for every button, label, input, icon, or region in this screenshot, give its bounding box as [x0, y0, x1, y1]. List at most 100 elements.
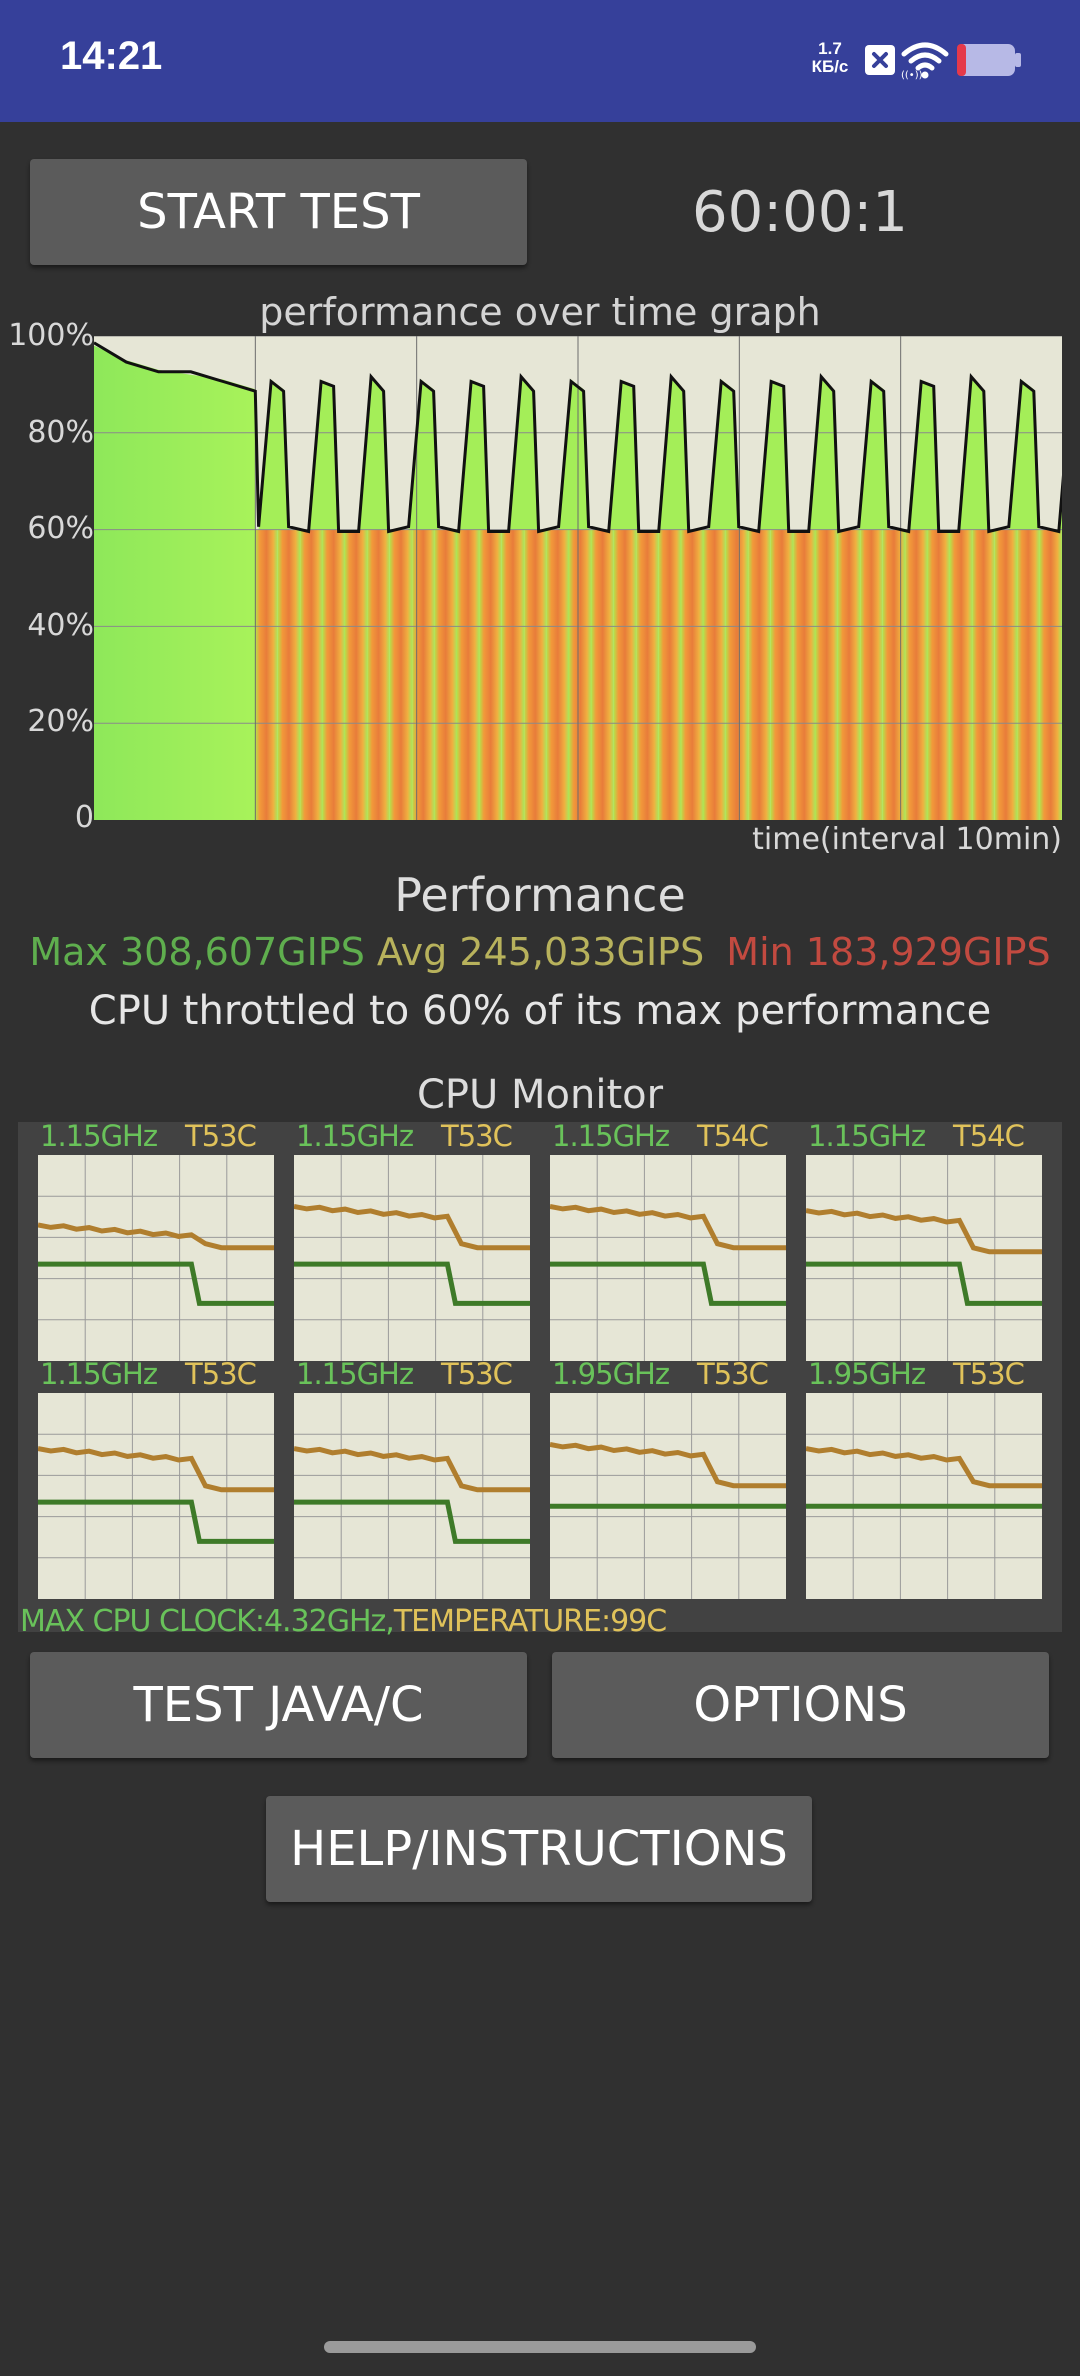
core-temperature: T53C	[953, 1357, 1025, 1391]
core-temperature: T53C	[441, 1119, 513, 1153]
max-performance: Max 308,607GIPS	[29, 930, 365, 974]
min-performance: Min 183,929GIPS	[726, 930, 1051, 974]
throttle-band	[501, 529, 525, 820]
core-graph	[38, 1393, 274, 1599]
throttle-band	[770, 529, 794, 820]
throttle-band	[681, 529, 704, 820]
pulse-peak-area	[558, 379, 589, 530]
core-frequency-line	[806, 1261, 1042, 1306]
performance-chart	[94, 336, 1062, 820]
y-tick-label: 100%	[8, 318, 94, 353]
core-temperature: T53C	[185, 1357, 257, 1391]
core-temperature: T53C	[697, 1357, 769, 1391]
throttle-band	[412, 529, 435, 820]
throttle-band	[860, 529, 883, 820]
performance-stats: Max 308,607GIPS Avg 245,033GIPS Min 183,…	[0, 930, 1080, 974]
svg-text:((•)): ((•))	[901, 70, 923, 80]
core-frequency-line	[294, 1261, 530, 1306]
y-tick-label: 0	[74, 800, 94, 835]
throttle-band	[277, 529, 301, 820]
pulse-peak-area	[658, 379, 689, 530]
core-temperature: T54C	[953, 1119, 1025, 1153]
core-graph	[550, 1393, 786, 1599]
status-time: 14:21	[60, 34, 163, 78]
pulse-peak-area	[858, 379, 889, 530]
throttle-band	[994, 529, 1018, 820]
gesture-navigation-bar[interactable]	[324, 2341, 756, 2353]
throttle-band	[344, 529, 368, 820]
y-tick-label: 80%	[27, 415, 94, 450]
cpu-max-info: MAX CPU CLOCK:4.32GHz,TEMPERATURE:99C	[20, 1604, 667, 1639]
core-temperature: T53C	[185, 1119, 257, 1153]
throttle-band	[837, 529, 861, 820]
core-temperature-line	[294, 1446, 530, 1493]
core-frequency-line	[550, 1261, 786, 1306]
core-temperature-line	[38, 1446, 274, 1493]
core-frequency: 1.15GHz	[296, 1119, 414, 1153]
wifi-icon: ((•))	[901, 42, 949, 80]
throttle-band	[703, 529, 726, 820]
throttle-band	[815, 529, 838, 820]
throttle-band	[793, 529, 816, 820]
core-graph	[294, 1393, 530, 1599]
y-tick-label: 40%	[27, 608, 94, 643]
y-tick-label: 20%	[27, 704, 94, 739]
performance-line	[94, 341, 1062, 534]
x-axis-label: time(interval 10min)	[752, 822, 1062, 857]
network-speed: 1.7 КБ/с	[806, 40, 854, 76]
status-bar	[0, 0, 1080, 122]
y-tick-label: 60%	[27, 511, 94, 546]
core-frequency: 1.95GHz	[808, 1357, 926, 1391]
core-graph	[294, 1155, 530, 1361]
throttle-band	[905, 529, 928, 820]
core-frequency: 1.95GHz	[552, 1357, 670, 1391]
throttle-band	[322, 529, 345, 820]
throttle-band	[367, 529, 390, 820]
core-frequency-line	[38, 1261, 274, 1306]
close-box-icon	[865, 45, 895, 75]
pulse-peak-area	[358, 379, 389, 530]
avg-performance: Avg 245,033GIPS	[376, 930, 705, 974]
core-graph	[550, 1155, 786, 1361]
pulse-peak-area	[508, 379, 539, 530]
test-java-c-button[interactable]: TEST JAVA/C	[30, 1652, 527, 1758]
pulse-peak-area	[408, 379, 439, 530]
core-frequency-line	[38, 1499, 274, 1544]
throttle-band	[255, 529, 278, 820]
throttle-band	[591, 529, 614, 820]
pulse-peak-area	[608, 379, 639, 530]
core-frequency: 1.15GHz	[296, 1357, 414, 1391]
throttle-band	[546, 529, 570, 820]
throttle-band	[389, 529, 413, 820]
throttle-message: CPU throttled to 60% of its max performa…	[88, 988, 992, 1034]
pulse-peak-area	[258, 379, 289, 530]
max-temperature: TEMPERATURE:99C	[393, 1604, 667, 1639]
network-speed-unit: КБ/с	[811, 57, 849, 76]
pulse-peak-area	[1008, 379, 1039, 530]
throttle-band	[636, 529, 659, 820]
throttle-band	[927, 529, 950, 820]
pulse-peak-area	[758, 379, 789, 530]
pulse-peak-area	[308, 379, 339, 530]
core-graph	[38, 1155, 274, 1361]
options-button[interactable]: OPTIONS	[552, 1652, 1049, 1758]
throttle-band	[658, 529, 682, 820]
core-temperature-line	[806, 1446, 1042, 1489]
help-instructions-button[interactable]: HELP/INSTRUCTIONS	[266, 1796, 812, 1902]
core-temperature-line	[550, 1204, 786, 1251]
core-temperature-line	[38, 1222, 274, 1251]
core-frequency: 1.15GHz	[808, 1119, 926, 1153]
throttle-band	[949, 529, 973, 820]
start-test-button[interactable]: START TEST	[30, 159, 527, 265]
throttle-band	[300, 529, 323, 820]
cpu-monitor-title: CPU Monitor	[416, 1072, 664, 1118]
core-temperature-line	[550, 1442, 786, 1489]
core-frequency: 1.15GHz	[552, 1119, 670, 1153]
core-temperature: T54C	[697, 1119, 769, 1153]
throttle-band	[1039, 529, 1062, 820]
core-frequency: 1.15GHz	[40, 1357, 158, 1391]
max-cpu-clock: MAX CPU CLOCK:4.32GHz,	[20, 1604, 395, 1639]
throttle-band	[882, 529, 906, 820]
chart-title: performance over time graph	[259, 290, 821, 334]
throttle-band	[1017, 529, 1040, 820]
